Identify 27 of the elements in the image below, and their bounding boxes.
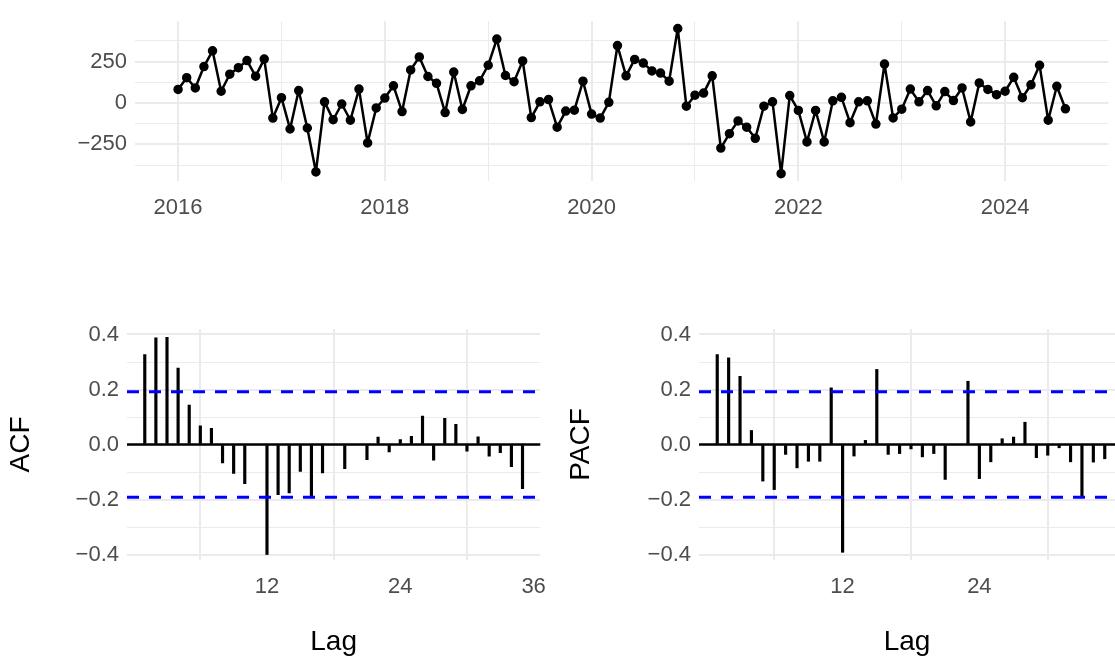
y-axis-title: ACF bbox=[3, 416, 35, 473]
x-tick-label: 2020 bbox=[567, 194, 617, 220]
x-axis-title: Lag bbox=[310, 624, 357, 656]
y-tick-label: −0.4 bbox=[647, 540, 691, 566]
y-tick-label: −250 bbox=[77, 130, 127, 156]
y-tick-label: 0.2 bbox=[660, 375, 691, 401]
y-axis-title: PACF bbox=[563, 408, 595, 481]
y-tick-label: 0.0 bbox=[660, 430, 691, 456]
x-axis-title: Lag bbox=[883, 624, 931, 656]
y-tick-label: 250 bbox=[90, 47, 127, 73]
x-tick-label: 2022 bbox=[773, 194, 823, 220]
y-tick-label: 0.0 bbox=[88, 430, 119, 456]
y-tick-label: −0.2 bbox=[75, 485, 119, 511]
y-tick-label: 0.2 bbox=[88, 375, 119, 401]
x-tick-label: 12 bbox=[254, 573, 280, 599]
x-tick-label: 24 bbox=[967, 573, 992, 599]
y-tick-label: −0.4 bbox=[75, 540, 119, 566]
x-tick-label: 36 bbox=[521, 573, 546, 599]
y-tick-label: 0 bbox=[114, 89, 127, 115]
x-tick-label: 2018 bbox=[360, 194, 410, 220]
y-tick-label: 0.4 bbox=[660, 320, 691, 346]
y-tick-label: −0.2 bbox=[647, 485, 691, 511]
x-tick-label: 24 bbox=[388, 573, 413, 599]
x-tick-label: 2024 bbox=[980, 194, 1030, 220]
x-tick-label: 2016 bbox=[153, 194, 203, 220]
x-tick-label: 12 bbox=[830, 573, 855, 599]
y-tick-label: 0.4 bbox=[88, 320, 119, 346]
